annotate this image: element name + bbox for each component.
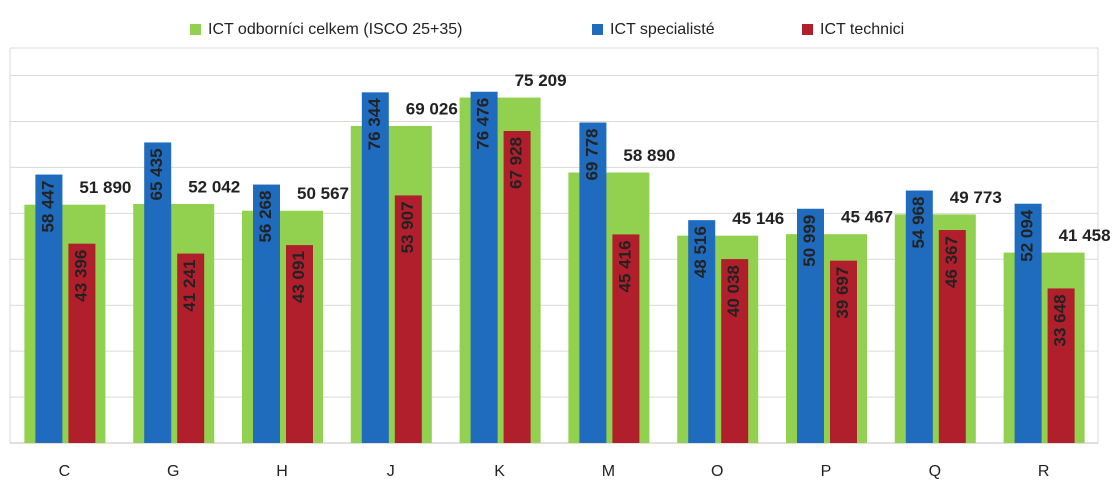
value-label: 43 091 xyxy=(289,251,308,303)
value-label: 41 241 xyxy=(180,260,199,312)
bar xyxy=(579,122,607,443)
value-label: 76 344 xyxy=(365,98,384,151)
x-tick-label: Q xyxy=(929,463,941,480)
x-tick-label: H xyxy=(276,463,288,480)
value-label: 45 146 xyxy=(732,209,784,228)
x-tick-label: M xyxy=(602,463,615,480)
bar xyxy=(612,234,640,443)
value-label: 39 697 xyxy=(833,267,852,319)
x-tick-label: R xyxy=(1038,463,1050,480)
bar xyxy=(938,230,966,443)
x-tick-label: J xyxy=(387,463,395,480)
value-label: 51 890 xyxy=(79,178,131,197)
value-label: 45 467 xyxy=(841,208,893,227)
value-label: 58 447 xyxy=(38,181,57,233)
bar xyxy=(394,195,422,443)
value-label: 41 458 xyxy=(1059,226,1111,245)
x-tick-label: K xyxy=(494,463,505,480)
value-label: 40 038 xyxy=(724,265,743,317)
x-tick-label: C xyxy=(59,463,71,480)
value-label: 54 968 xyxy=(909,197,928,249)
bar xyxy=(286,245,313,443)
bar xyxy=(830,260,857,443)
value-label: 50 567 xyxy=(297,184,349,203)
bar xyxy=(68,243,96,443)
bar xyxy=(1014,203,1042,443)
value-label: 56 268 xyxy=(256,191,275,243)
value-label: 43 396 xyxy=(71,250,90,302)
value-label: 65 435 xyxy=(147,148,166,200)
value-label: 69 778 xyxy=(582,129,601,181)
value-label: 76 476 xyxy=(474,98,493,150)
x-tick-label: P xyxy=(821,463,832,480)
value-label: 46 367 xyxy=(942,236,961,288)
legend-label: ICT odborníci celkem (ISCO 25+35) xyxy=(208,21,462,38)
bar xyxy=(503,131,531,443)
bar xyxy=(470,91,498,443)
legend-swatch xyxy=(592,24,603,35)
bar xyxy=(35,174,63,443)
value-label: 67 928 xyxy=(507,137,526,189)
bar xyxy=(721,259,749,443)
value-label: 52 042 xyxy=(188,177,240,196)
bar xyxy=(905,190,933,443)
value-label: 50 999 xyxy=(800,215,819,267)
bar xyxy=(688,220,716,443)
value-label: 48 516 xyxy=(691,226,710,278)
value-label: 49 773 xyxy=(950,188,1002,207)
bar xyxy=(144,142,172,444)
bar xyxy=(253,184,280,444)
value-label: 58 890 xyxy=(623,146,675,165)
value-label: 53 907 xyxy=(398,201,417,253)
value-label: 45 416 xyxy=(615,240,634,292)
value-label: 69 026 xyxy=(406,99,458,118)
legend-label: ICT specialisté xyxy=(610,21,715,38)
value-label: 75 209 xyxy=(515,71,567,90)
legend-swatch xyxy=(802,24,813,35)
bar xyxy=(1047,288,1075,443)
legend-label: ICT technici xyxy=(820,21,904,38)
bar xyxy=(361,92,389,444)
legend-swatch xyxy=(190,24,201,35)
bar xyxy=(797,208,824,443)
value-label: 33 648 xyxy=(1051,294,1070,346)
x-tick-label: O xyxy=(711,463,723,480)
bar xyxy=(177,253,205,443)
value-label: 52 094 xyxy=(1018,209,1037,262)
x-tick-label: G xyxy=(167,463,179,480)
